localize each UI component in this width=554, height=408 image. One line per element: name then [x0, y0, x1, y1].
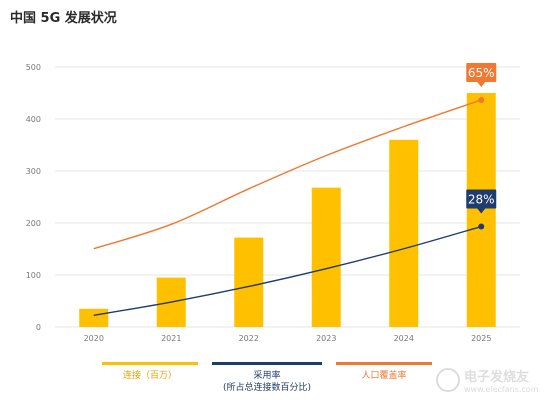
- legend-swatch-coverage: [336, 362, 432, 365]
- watermark-url: www.elecfans.com: [464, 385, 539, 394]
- bar: [234, 237, 264, 327]
- x-tick-label: 2020: [84, 334, 104, 343]
- y-tick-label: 300: [26, 167, 41, 176]
- x-tick-label: 2021: [161, 334, 181, 343]
- legend-label-adoption: 采用率: [253, 371, 281, 381]
- legend-coverage: 人口覆盖率: [336, 362, 432, 402]
- chart: 0 100 200 300 400 500 2020 2021 2022 2023 2024 2025…: [26, 63, 520, 343]
- coverage-line-endpoint: [478, 97, 485, 103]
- annotation-box: [466, 189, 497, 209]
- x-tick-label: 2022: [239, 334, 259, 343]
- y-tick-label: 0: [36, 323, 41, 332]
- bar: [79, 308, 109, 327]
- legend-adoption: 采用率 (所占总连接数百分比): [212, 362, 322, 402]
- y-tick-label: 400: [26, 115, 41, 124]
- annotation-pointer: [477, 208, 486, 214]
- y-tick-label: 200: [26, 219, 41, 228]
- legend-swatch-bar: [102, 362, 198, 365]
- bar: [311, 187, 341, 327]
- legend-label-coverage: 人口覆盖率: [361, 371, 407, 381]
- x-tick-label: 2023: [316, 334, 336, 343]
- legend-label-adoption-sub: (所占总连接数百分比): [222, 383, 312, 393]
- legend-swatch-adoption: [212, 362, 322, 365]
- y-tick-label: 100: [26, 271, 41, 280]
- annotation-pointer: [477, 82, 486, 87]
- legend-label-connections: 连接（百万）: [122, 371, 177, 381]
- x-tick-label: 2025: [471, 334, 491, 343]
- x-tick-label: 2024: [394, 334, 414, 343]
- y-tick-label: 500: [26, 63, 41, 72]
- bar: [389, 139, 419, 327]
- adoption-line-endpoint: [478, 223, 485, 230]
- annotation-box: [466, 63, 497, 82]
- adoption-line: [93, 225, 482, 317]
- annotation-label: 28%: [468, 193, 495, 207]
- watermark: 电子发烧友 www.elecfans.com: [436, 362, 548, 398]
- coverage-line: [93, 99, 482, 250]
- legend-connections: 连接（百万）: [102, 362, 198, 402]
- watermark-text: 电子发烧友: [464, 370, 530, 385]
- watermark-logo-icon: [436, 368, 460, 392]
- page-title: 中国 5G 发展状况: [10, 11, 117, 26]
- annotation-label: 65%: [468, 66, 495, 80]
